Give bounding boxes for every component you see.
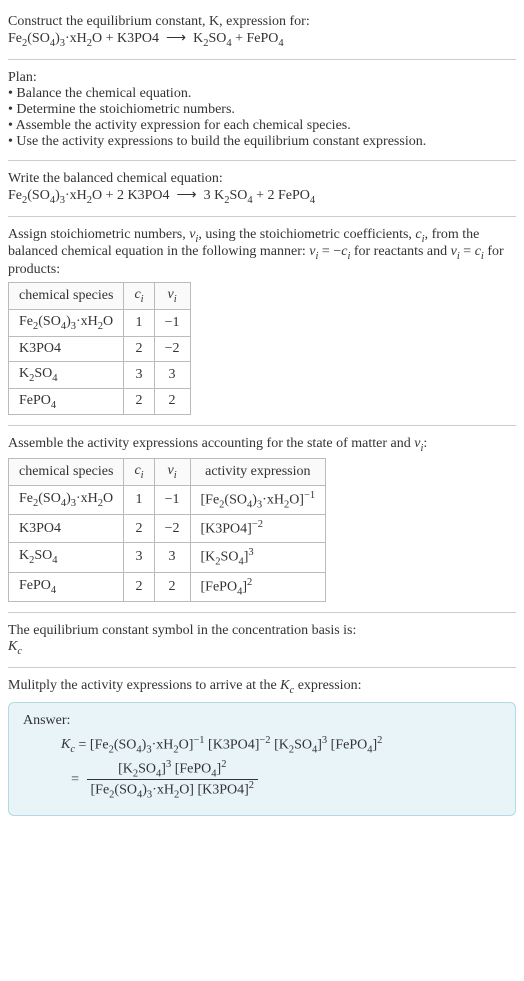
- table-cell: −2: [154, 336, 190, 361]
- table-header: chemical species: [9, 283, 124, 310]
- table-row: Fe2(SO4)3·xH2O 1 −1: [9, 309, 191, 336]
- table-header: ci: [124, 283, 154, 310]
- divider: [8, 612, 516, 613]
- answer-line2: = [K2SO4]3 [FePO4]2 [Fe2(SO4)3·xH2O] [K3…: [61, 759, 501, 801]
- table-cell: 2: [154, 388, 190, 415]
- table-cell: K2SO4: [9, 543, 124, 572]
- divider: [8, 59, 516, 60]
- assign-text: Assign stoichiometric numbers, νi, using…: [8, 227, 516, 279]
- answer-line1: Kc = [Fe2(SO4)3·xH2O]−1 [K3PO4]−2 [K2SO4…: [61, 735, 501, 755]
- plan-list: Balance the chemical equation. Determine…: [8, 86, 516, 150]
- equals-sign: =: [61, 772, 79, 788]
- table-header: νi: [154, 283, 190, 310]
- answer-box: Answer: Kc = [Fe2(SO4)3·xH2O]−1 [K3PO4]−…: [8, 702, 516, 816]
- table-header: νi: [154, 459, 190, 486]
- table-cell: Fe2(SO4)3·xH2O: [9, 309, 124, 336]
- plan-label: Plan:: [8, 70, 516, 86]
- title-block: Construct the equilibrium constant, K, e…: [8, 8, 516, 55]
- fraction-denominator: [Fe2(SO4)3·xH2O] [K3PO4]2: [87, 780, 259, 800]
- divider: [8, 425, 516, 426]
- table-cell: 3: [154, 543, 190, 572]
- symbol-text: The equilibrium constant symbol in the c…: [8, 623, 516, 639]
- activity-table: chemical species ci νi activity expressi…: [8, 458, 326, 602]
- table-cell: K3PO4: [9, 336, 124, 361]
- table-header: ci: [124, 459, 154, 486]
- assemble-text: Assemble the activity expressions accoun…: [8, 436, 516, 454]
- table-cell: 2: [124, 388, 154, 415]
- divider: [8, 216, 516, 217]
- table-cell: 3: [154, 361, 190, 388]
- table-cell: 3: [124, 361, 154, 388]
- multiply-text: Mulitply the activity expressions to arr…: [8, 678, 516, 696]
- table-header-row: chemical species ci νi: [9, 283, 191, 310]
- plan-item: Determine the stoichiometric numbers.: [8, 102, 516, 118]
- table-cell: 2: [154, 572, 190, 601]
- plan-item: Balance the chemical equation.: [8, 86, 516, 102]
- table-header-row: chemical species ci νi activity expressi…: [9, 459, 326, 486]
- table-cell: 2: [124, 515, 154, 543]
- table-cell: 1: [124, 485, 154, 514]
- answer-label: Answer:: [23, 713, 501, 729]
- table-cell: −2: [154, 515, 190, 543]
- table-row: K2SO4 3 3 [K2SO4]3: [9, 543, 326, 572]
- fraction-numerator: [K2SO4]3 [FePO4]2: [87, 759, 259, 780]
- table-cell: 2: [124, 572, 154, 601]
- symbol-block: The equilibrium constant symbol in the c…: [8, 617, 516, 663]
- table-cell: 2: [124, 336, 154, 361]
- plan-item: Use the activity expressions to build th…: [8, 134, 516, 150]
- table-cell: FePO4: [9, 572, 124, 601]
- table-cell: [FePO4]2: [190, 572, 326, 601]
- table-cell: [Fe2(SO4)3·xH2O]−1: [190, 485, 326, 514]
- table-header: activity expression: [190, 459, 326, 486]
- table-cell: K3PO4: [9, 515, 124, 543]
- table-cell: 3: [124, 543, 154, 572]
- title-line: Construct the equilibrium constant, K, e…: [8, 14, 516, 30]
- table-row: Fe2(SO4)3·xH2O 1 −1 [Fe2(SO4)3·xH2O]−1: [9, 485, 326, 514]
- table-cell: K2SO4: [9, 361, 124, 388]
- table-cell: −1: [154, 485, 190, 514]
- table-cell: −1: [154, 309, 190, 336]
- answer-fraction: [K2SO4]3 [FePO4]2 [Fe2(SO4)3·xH2O] [K3PO…: [87, 759, 259, 801]
- table-row: K3PO4 2 −2: [9, 336, 191, 361]
- table-cell: 1: [124, 309, 154, 336]
- divider: [8, 667, 516, 668]
- table-row: K2SO4 3 3: [9, 361, 191, 388]
- balanced-label: Write the balanced chemical equation:: [8, 171, 516, 187]
- balanced-equation: Fe2(SO4)3·xH2O + 2 K3PO4 ⟶ 3 K2SO4 + 2 F…: [8, 187, 516, 206]
- multiply-block: Mulitply the activity expressions to arr…: [8, 672, 516, 822]
- table-row: FePO4 2 2: [9, 388, 191, 415]
- assemble-block: Assemble the activity expressions accoun…: [8, 430, 516, 608]
- stoich-table: chemical species ci νi Fe2(SO4)3·xH2O 1 …: [8, 282, 191, 415]
- table-cell: [K2SO4]3: [190, 543, 326, 572]
- plan-item: Assemble the activity expression for eac…: [8, 118, 516, 134]
- divider: [8, 160, 516, 161]
- kc-symbol: Kc: [8, 639, 516, 657]
- table-header: chemical species: [9, 459, 124, 486]
- assign-block: Assign stoichiometric numbers, νi, using…: [8, 221, 516, 422]
- table-cell: [K3PO4]−2: [190, 515, 326, 543]
- table-cell: Fe2(SO4)3·xH2O: [9, 485, 124, 514]
- unbalanced-equation: Fe2(SO4)3·xH2O + K3PO4 ⟶ K2SO4 + FePO4: [8, 30, 516, 49]
- balanced-block: Write the balanced chemical equation: Fe…: [8, 165, 516, 212]
- table-row: FePO4 2 2 [FePO4]2: [9, 572, 326, 601]
- table-row: K3PO4 2 −2 [K3PO4]−2: [9, 515, 326, 543]
- plan-block: Plan: Balance the chemical equation. Det…: [8, 64, 516, 156]
- table-cell: FePO4: [9, 388, 124, 415]
